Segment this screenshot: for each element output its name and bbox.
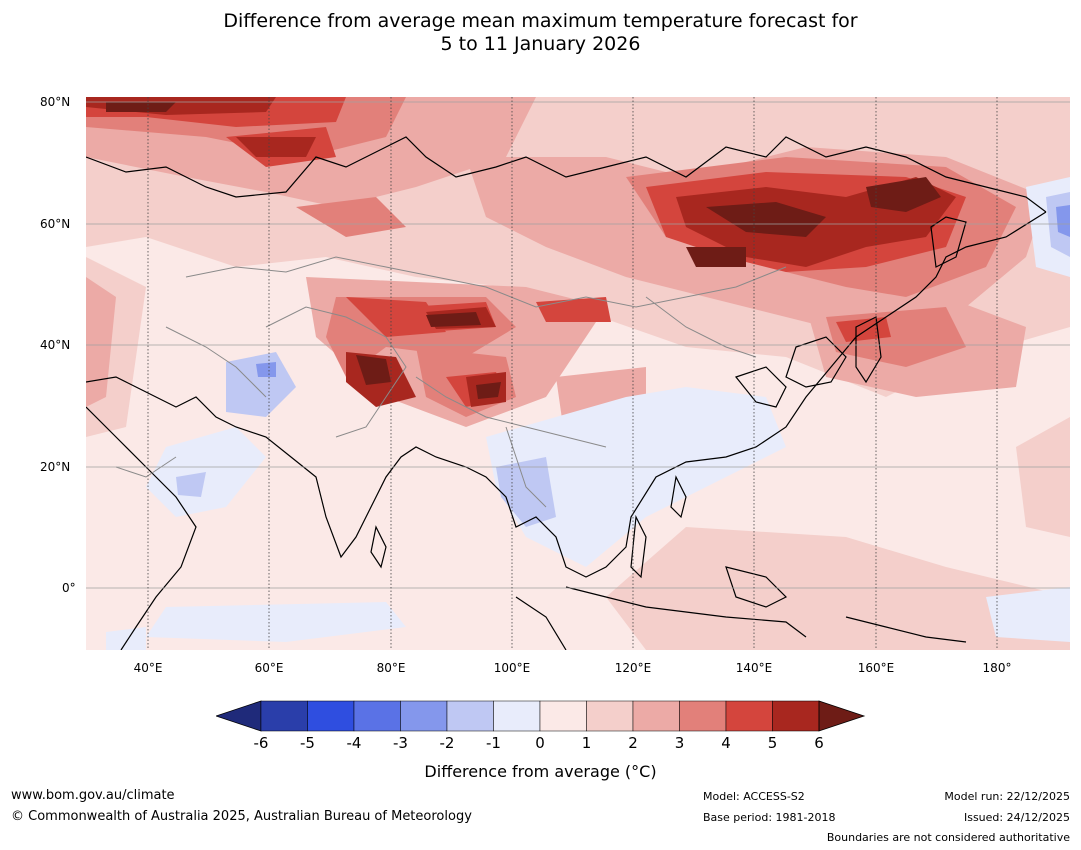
lon-label-120e: 120°E bbox=[614, 661, 652, 675]
colorbar-cell bbox=[353, 700, 401, 732]
colorbar-extend-low bbox=[216, 700, 262, 732]
lon-label-80e: 80°E bbox=[376, 661, 406, 675]
colorbar-cell bbox=[307, 700, 355, 732]
colorbar-cell bbox=[493, 700, 541, 732]
colorbar-cell bbox=[632, 700, 680, 732]
footer-issued: Issued: 24/12/2025 bbox=[963, 811, 1070, 824]
country-borders bbox=[115, 256, 787, 508]
lat-label-0: 0° bbox=[62, 581, 76, 595]
lat-label-80n: 80°N bbox=[40, 95, 71, 109]
colorbar-cell bbox=[586, 700, 634, 732]
anomaly-neg-2-3 bbox=[256, 205, 1070, 377]
footer-disclaimer: Boundaries are not considered authoritat… bbox=[826, 831, 1070, 844]
lon-label-180: 180° bbox=[982, 661, 1012, 675]
colorbar-tick-label: -1 bbox=[486, 734, 501, 752]
colorbar-cell bbox=[539, 700, 587, 732]
coastlines bbox=[86, 136, 1047, 650]
colorbar-tick-label: 5 bbox=[767, 734, 778, 752]
anomaly-above-6 bbox=[106, 102, 941, 399]
colorbar-tick-label: -5 bbox=[300, 734, 315, 752]
lat-label-20n: 20°N bbox=[40, 460, 71, 474]
colorbar-tick-label: -3 bbox=[393, 734, 408, 752]
colorbar-tick-label: 2 bbox=[628, 734, 638, 752]
lat-label-40n: 40°N bbox=[40, 338, 71, 352]
footer-model-run: Model run: 22/12/2025 bbox=[944, 790, 1070, 803]
anomaly-neg-1-2 bbox=[176, 192, 1070, 527]
lon-gridlines bbox=[147, 97, 998, 650]
colorbar bbox=[216, 700, 866, 732]
map-title-line2: 5 to 11 January 2026 bbox=[440, 33, 641, 55]
colorbar-cell bbox=[446, 700, 494, 732]
lon-label-100e: 100°E bbox=[493, 661, 531, 675]
footer-base-period: Base period: 1981-2018 bbox=[703, 811, 836, 824]
lon-label-40e: 40°E bbox=[133, 661, 163, 675]
colorbar-tick-label: 6 bbox=[814, 734, 824, 752]
footer-website[interactable]: www.bom.gov.au/climate bbox=[11, 788, 175, 803]
colorbar-tick-label: 3 bbox=[674, 734, 685, 752]
colorbar-cell bbox=[679, 700, 727, 732]
lon-label-160e: 160°E bbox=[857, 661, 895, 675]
footer-model: Model: ACCESS-S2 bbox=[703, 790, 805, 803]
footer-copyright: © Commonwealth of Australia 2025, Austra… bbox=[11, 809, 472, 824]
map-title: Difference from average mean maximum tem… bbox=[0, 10, 1081, 56]
lat-label-60n: 60°N bbox=[40, 217, 71, 231]
map-svg bbox=[86, 97, 1070, 650]
lat-gridlines bbox=[86, 101, 1070, 589]
colorbar-tick-label: -6 bbox=[253, 734, 269, 752]
lon-label-60e: 60°E bbox=[254, 661, 284, 675]
map-title-line1: Difference from average mean maximum tem… bbox=[223, 10, 858, 32]
colorbar-tick-label: 1 bbox=[581, 734, 592, 752]
anomaly-neg-0-1 bbox=[106, 177, 1070, 650]
colorbar-tick-label: 4 bbox=[721, 734, 731, 752]
forecast-map bbox=[86, 97, 1070, 650]
colorbar-cell bbox=[260, 700, 308, 732]
colorbar-cell bbox=[772, 700, 820, 732]
colorbar-tick-label: -4 bbox=[346, 734, 362, 752]
colorbar-cell bbox=[400, 700, 448, 732]
colorbar-extend-high bbox=[818, 700, 866, 732]
colorbar-tick-label: 0 bbox=[535, 734, 545, 752]
colorbar-tick-label: -2 bbox=[439, 734, 455, 752]
colorbar-label: Difference from average (°C) bbox=[424, 762, 657, 781]
lon-label-140e: 140°E bbox=[735, 661, 773, 675]
colorbar-cell bbox=[725, 700, 773, 732]
